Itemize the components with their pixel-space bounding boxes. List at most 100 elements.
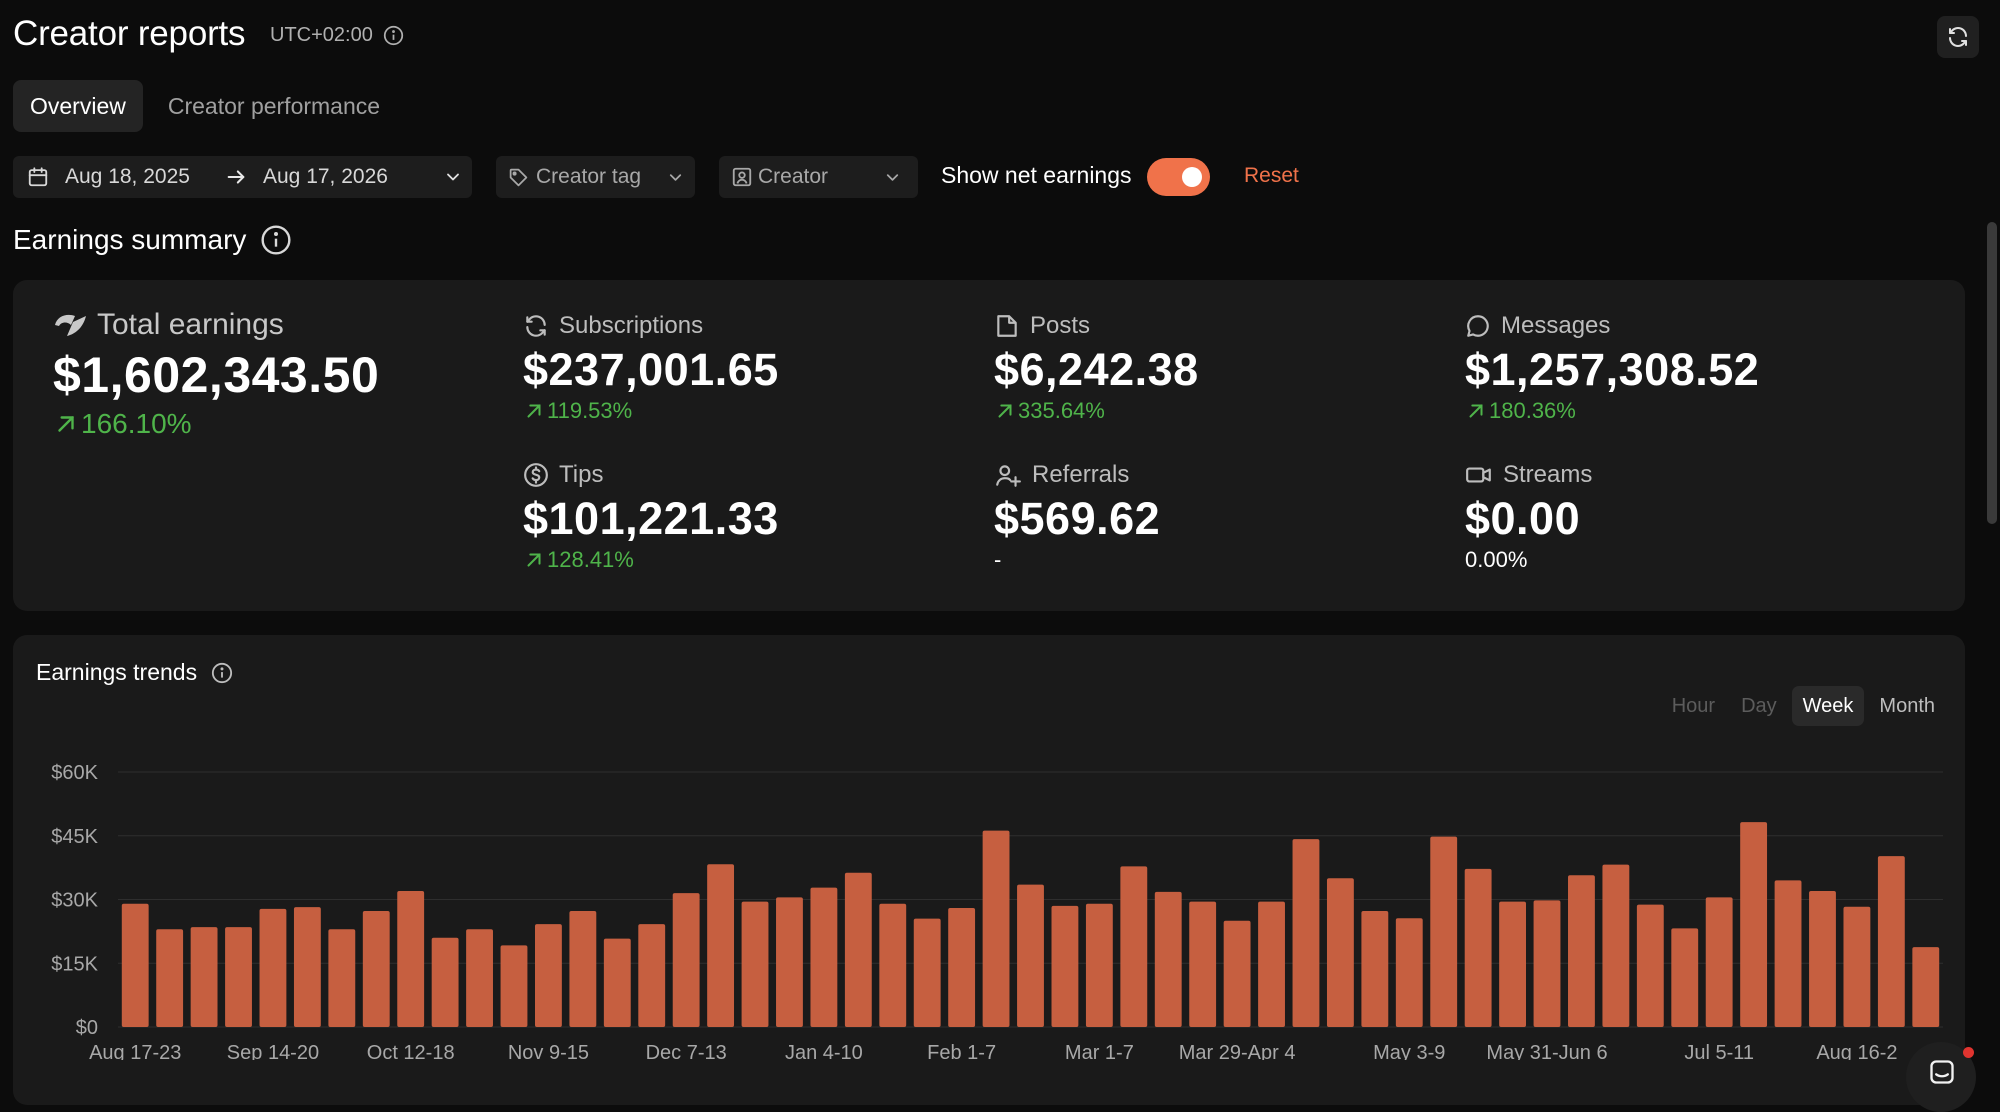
metric-change-value: 180.36% <box>1489 398 1576 423</box>
granularity-month[interactable]: Month <box>1879 695 1935 717</box>
chart-bar <box>1774 880 1802 1027</box>
date-end[interactable]: Aug 17, 2026 <box>263 165 388 188</box>
x-tick-label: Oct 12-18 <box>367 1042 455 1060</box>
y-tick-label: $60K <box>51 762 98 784</box>
chart-bar <box>1705 897 1733 1027</box>
info-icon[interactable] <box>260 224 292 256</box>
metric-subscriptions: Subscriptions $237,001.65 119.53% <box>523 312 779 424</box>
timezone-label: UTC+02:00 <box>270 24 404 47</box>
x-tick-label: Sep 14-20 <box>227 1042 319 1060</box>
earnings-summary-heading: Earnings summary <box>13 224 247 255</box>
net-earnings-label: Show net earnings <box>941 162 1132 188</box>
creator-tag-select[interactable]: Creator tag <box>496 156 695 198</box>
chart-bar <box>1189 901 1217 1027</box>
metric-change-value: - <box>994 547 1002 572</box>
chart-bar <box>603 938 631 1027</box>
chart-bar <box>741 901 769 1027</box>
chart-bar <box>121 903 149 1027</box>
chart-bar <box>500 945 528 1027</box>
metric-change: 166.10% <box>53 408 379 440</box>
creator-select[interactable]: Creator <box>719 156 918 198</box>
user-square-icon <box>731 166 753 188</box>
chart-bar <box>225 927 252 1027</box>
chart-bar <box>948 908 976 1027</box>
tab-overview[interactable]: Overview <box>13 80 143 132</box>
metric-posts: Posts $6,242.38 335.64% <box>994 312 1199 424</box>
granularity-day[interactable]: Day <box>1741 695 1777 717</box>
refresh-button[interactable] <box>1937 16 1979 58</box>
metric-change-value: 166.10% <box>81 408 192 439</box>
metric-value: $569.62 <box>994 493 1161 544</box>
chart-bar <box>672 893 700 1027</box>
chart-bar <box>707 864 735 1027</box>
timezone-text: UTC+02:00 <box>270 24 373 46</box>
metric-tips: Tips $101,221.33 128.41% <box>523 461 779 573</box>
brand-logo-icon <box>53 312 87 338</box>
info-icon[interactable] <box>211 662 233 684</box>
chart-bar <box>1636 904 1664 1027</box>
arrow-up-right-icon <box>1465 400 1487 422</box>
chart-bar <box>259 908 287 1027</box>
chart-bar <box>1533 900 1561 1027</box>
refresh-icon <box>1946 25 1970 49</box>
date-start[interactable]: Aug 18, 2025 <box>65 165 190 188</box>
x-tick-label: Feb 1-7 <box>927 1042 996 1060</box>
metric-change: 180.36% <box>1465 398 1759 424</box>
metric-total-earnings: Total earnings $1,602,343.50 166.10% <box>53 308 379 440</box>
arrow-right-icon <box>225 166 247 188</box>
y-tick-label: $30K <box>51 890 98 912</box>
chart-bar <box>1877 856 1905 1027</box>
chat-bubble-icon <box>1465 313 1491 339</box>
metric-value: $1,602,343.50 <box>53 347 380 403</box>
metric-change-value: 128.41% <box>547 547 634 572</box>
metric-change: 119.53% <box>523 398 779 424</box>
y-tick-label: $0 <box>76 1017 98 1039</box>
metric-label: Streams <box>1503 461 1593 488</box>
chart-bar <box>638 924 666 1027</box>
tag-icon <box>508 167 529 188</box>
net-earnings-toggle[interactable] <box>1147 158 1210 196</box>
chart-bar <box>913 918 941 1027</box>
earnings-trends-heading: Earnings trends <box>36 659 198 685</box>
x-tick-label: May 31-Jun 6 <box>1486 1042 1607 1060</box>
chart-bar <box>534 924 562 1027</box>
metric-change-value: 119.53% <box>547 398 633 423</box>
chart-bar <box>1395 918 1423 1027</box>
toggle-knob <box>1182 167 1202 187</box>
granularity-week[interactable]: Week <box>1791 686 1865 726</box>
calendar-icon <box>27 166 49 188</box>
metric-messages: Messages $1,257,308.52 180.36% <box>1465 312 1759 424</box>
video-camera-icon <box>1465 462 1493 488</box>
creator-tag-placeholder: Creator tag <box>536 165 642 188</box>
chart-bar <box>569 910 597 1027</box>
granularity-hour[interactable]: Hour <box>1671 695 1716 717</box>
reset-button[interactable]: Reset <box>1244 164 1299 187</box>
date-range-picker[interactable]: Aug 18, 2025 Aug 17, 2026 <box>13 156 472 198</box>
chart-bar <box>1017 884 1044 1027</box>
earnings-bar-chart: $0 $15K $30K $45K $60K Aug 17-23 Sep 14-20 Oct … <box>51 762 1943 1060</box>
info-icon[interactable] <box>383 25 404 46</box>
x-tick-label: May 3-9 <box>1373 1042 1445 1060</box>
chart-bar <box>1809 891 1836 1027</box>
chart-bar <box>1120 866 1148 1027</box>
notification-dot <box>1963 1047 1974 1058</box>
scrollbar[interactable] <box>1987 222 1997 524</box>
chart-bar <box>190 927 218 1027</box>
tab-creator-performance[interactable]: Creator performance <box>167 93 381 119</box>
earnings-trends-title: Earnings trends <box>36 659 233 686</box>
chart-bar <box>1154 891 1182 1027</box>
metric-label: Posts <box>1030 312 1091 339</box>
chart-bar <box>1326 878 1354 1027</box>
y-tick-label: $15K <box>51 953 98 975</box>
chevron-down-icon <box>666 168 685 187</box>
chart-bar <box>1912 947 1940 1027</box>
chart-bar <box>982 830 1010 1027</box>
chart-bar <box>1499 901 1527 1027</box>
x-tick-label: Jan 4-10 <box>785 1042 863 1060</box>
chart-bar <box>1464 868 1492 1027</box>
chart-bar <box>397 891 425 1027</box>
chat-icon <box>1928 1058 1956 1086</box>
metric-change: 335.64% <box>994 398 1199 424</box>
metric-streams: Streams $0.00 0.00% <box>1465 461 1592 573</box>
chart-bar <box>776 897 803 1027</box>
